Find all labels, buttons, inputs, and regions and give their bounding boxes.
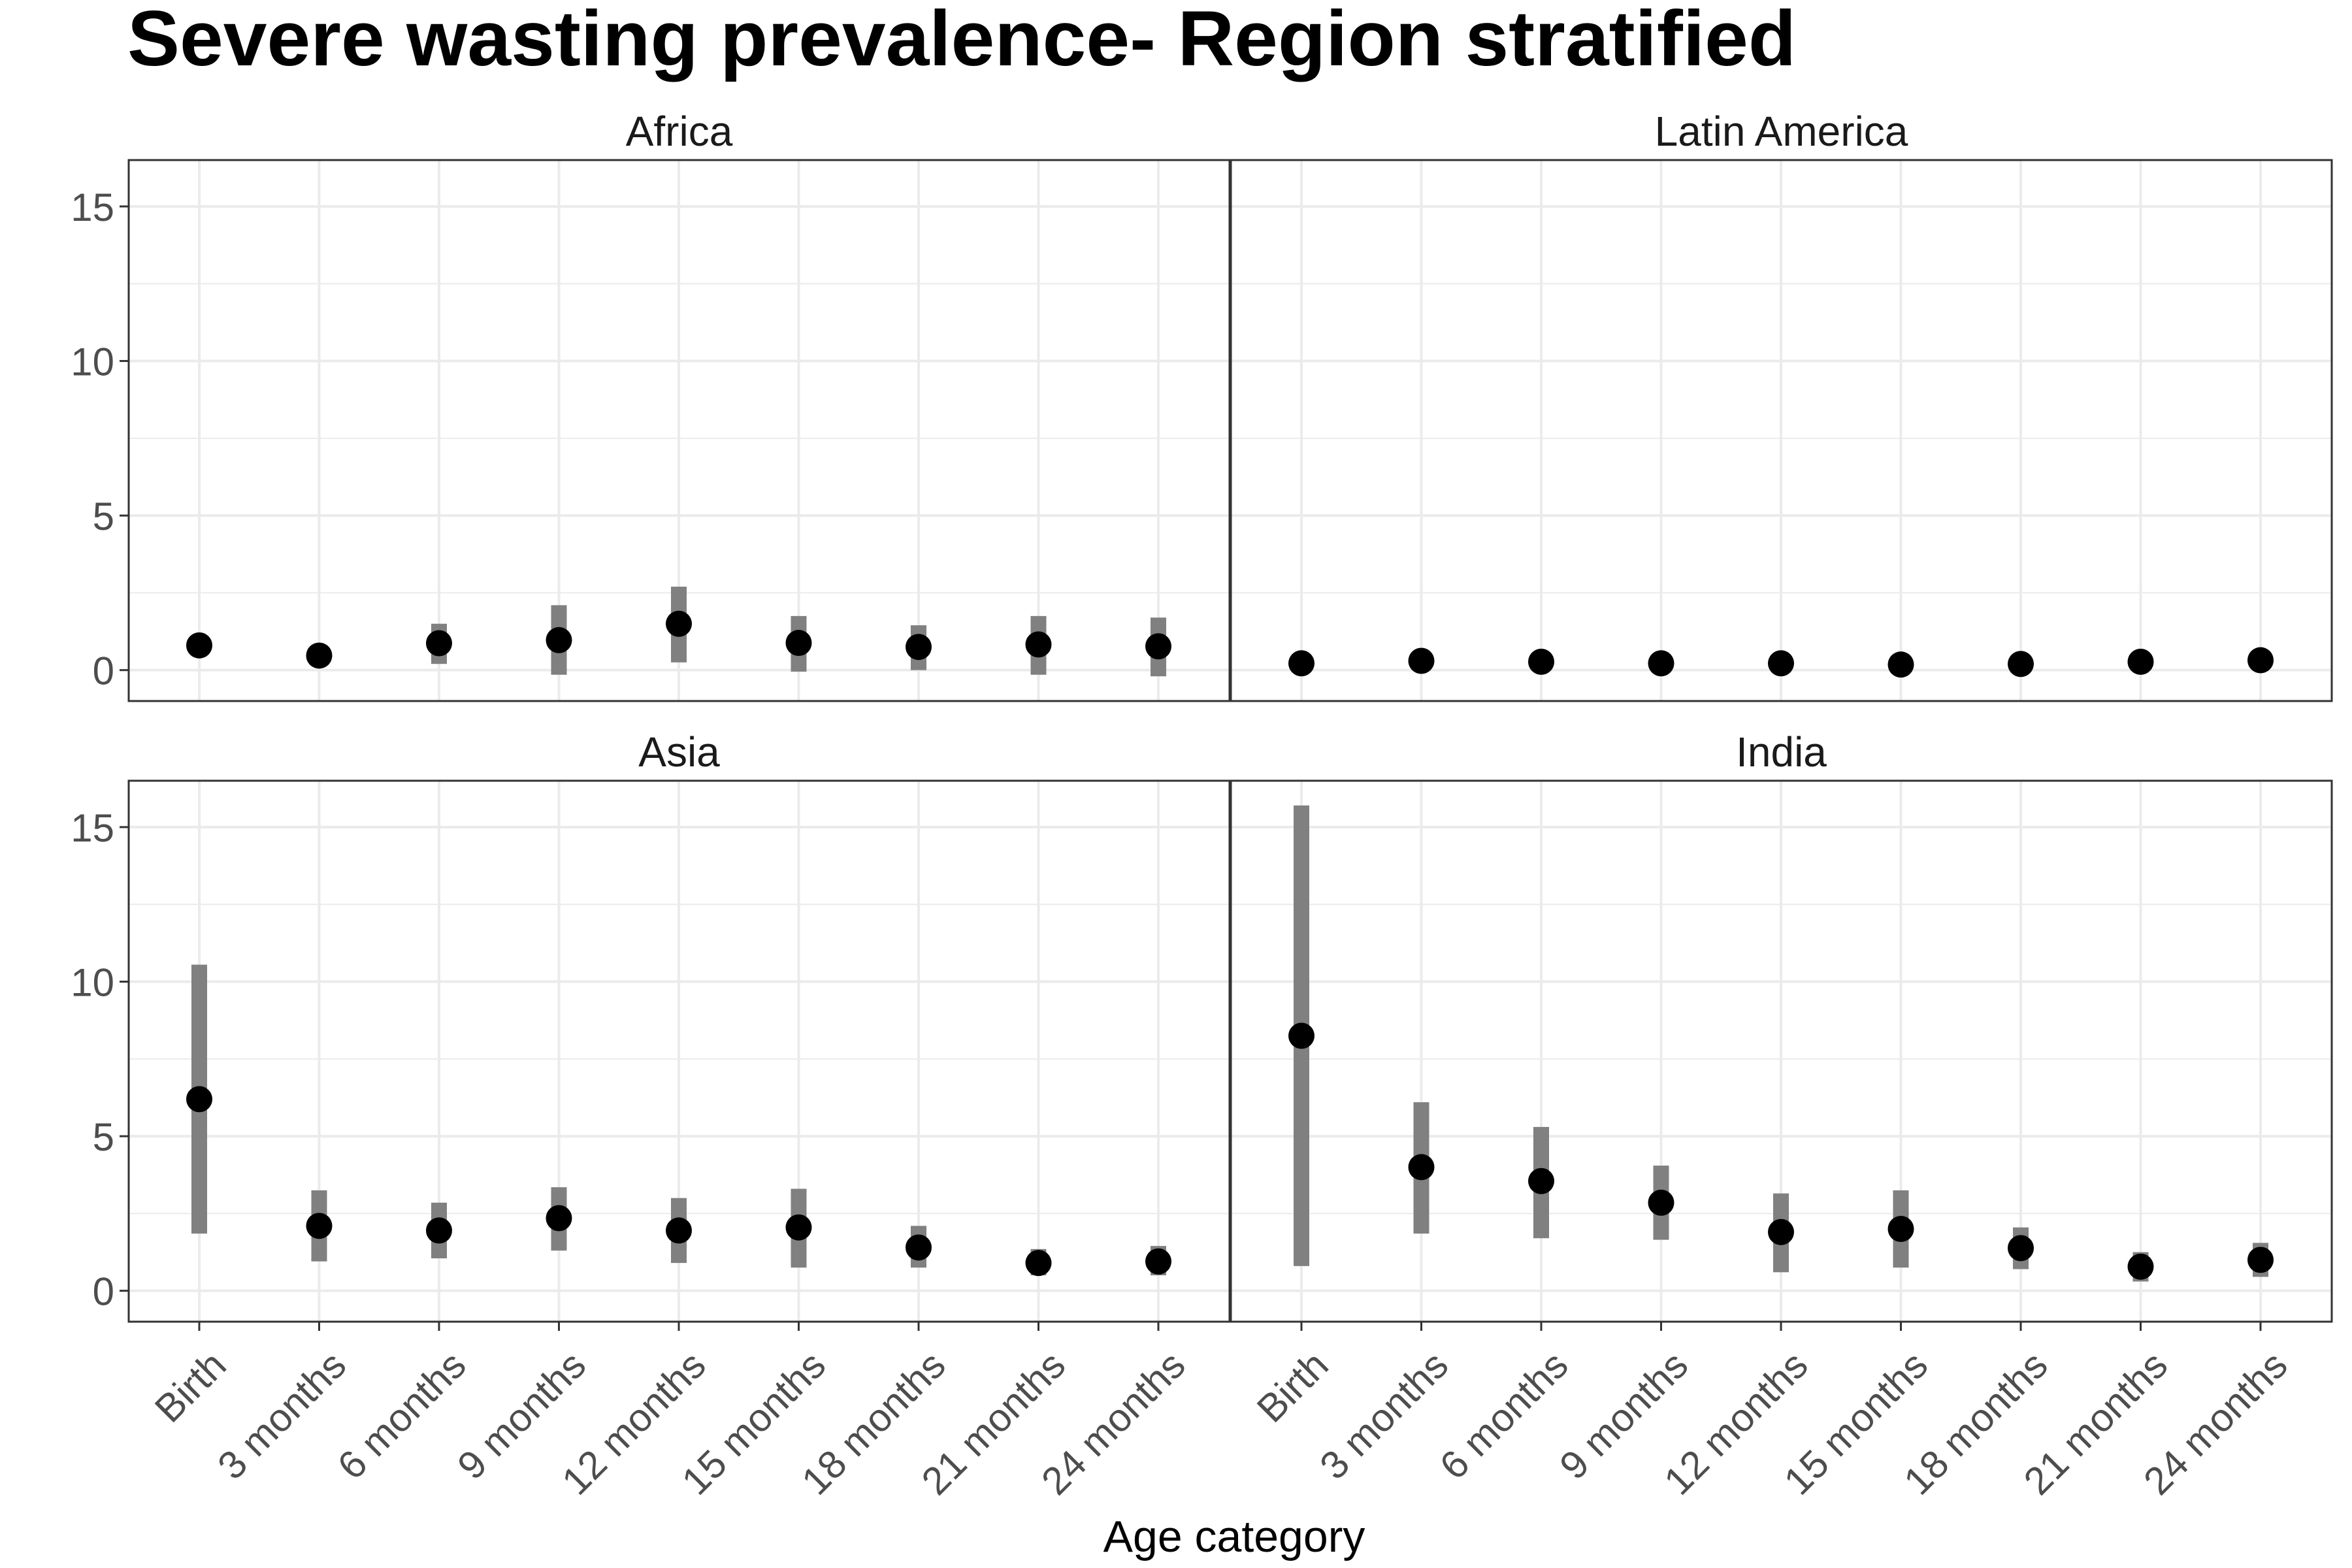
data-point bbox=[1145, 633, 1171, 660]
data-point bbox=[666, 610, 692, 637]
y-tick-label: 0 bbox=[93, 649, 114, 693]
y-tick-label: 15 bbox=[71, 806, 114, 850]
panel-border bbox=[127, 159, 1231, 702]
y-tick-label: 15 bbox=[71, 186, 114, 229]
data-point bbox=[1408, 647, 1435, 674]
data-point bbox=[1887, 1216, 1914, 1243]
data-point bbox=[186, 632, 212, 659]
data-point bbox=[306, 1213, 333, 1239]
data-point bbox=[2247, 647, 2274, 674]
data-point bbox=[1288, 650, 1315, 677]
panel-border bbox=[127, 779, 1231, 1323]
data-point bbox=[1288, 1022, 1315, 1049]
data-point bbox=[1887, 651, 1914, 678]
data-point bbox=[1768, 650, 1794, 677]
data-point bbox=[1025, 1250, 1052, 1277]
y-tick-label: 10 bbox=[71, 961, 114, 1005]
data-point bbox=[666, 1217, 692, 1244]
data-point bbox=[1145, 1248, 1171, 1275]
data-point bbox=[906, 634, 932, 661]
x-axis-title: Age category bbox=[1103, 1512, 1365, 1561]
data-point bbox=[2247, 1247, 2274, 1273]
data-point bbox=[785, 630, 812, 657]
data-point bbox=[1528, 1168, 1554, 1194]
panel-label: India bbox=[1736, 728, 1827, 776]
panel-label: Asia bbox=[638, 728, 720, 776]
data-point bbox=[1528, 648, 1554, 675]
data-point bbox=[1648, 1189, 1674, 1216]
data-point bbox=[426, 1217, 452, 1244]
data-point bbox=[186, 1086, 212, 1113]
y-tick-label: 0 bbox=[93, 1270, 114, 1314]
panel-border bbox=[1230, 159, 2333, 702]
data-point bbox=[426, 630, 452, 657]
y-tick-label: 10 bbox=[71, 340, 114, 384]
data-point bbox=[1648, 650, 1674, 677]
data-point bbox=[546, 627, 572, 653]
data-point bbox=[2127, 1253, 2154, 1280]
data-point bbox=[1408, 1154, 1435, 1181]
y-tick-label: 5 bbox=[93, 1115, 114, 1159]
data-point bbox=[785, 1214, 812, 1241]
data-point bbox=[2008, 651, 2034, 678]
y-tick-label: 5 bbox=[93, 495, 114, 538]
data-point bbox=[2127, 648, 2154, 675]
data-point bbox=[306, 642, 333, 669]
data-point bbox=[906, 1234, 932, 1261]
data-point bbox=[1025, 631, 1052, 658]
panel-label: Africa bbox=[626, 108, 733, 155]
panel-africa: Africa 0 5 10 15 bbox=[71, 108, 1231, 702]
panel-latin-america: Latin America bbox=[1230, 108, 2333, 702]
data-point bbox=[1768, 1218, 1794, 1245]
data-point bbox=[2008, 1235, 2034, 1262]
panel-label: Latin America bbox=[1655, 108, 1908, 155]
data-point bbox=[546, 1205, 572, 1232]
panel-border bbox=[1230, 779, 2333, 1323]
chart-title: Severe wasting prevalence- Region strati… bbox=[127, 0, 1796, 82]
